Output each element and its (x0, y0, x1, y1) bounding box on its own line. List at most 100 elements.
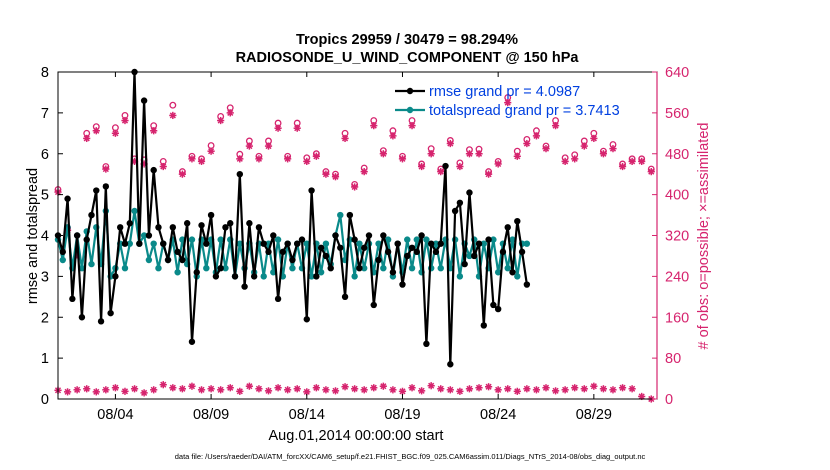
obs-low-point (446, 386, 454, 394)
obs-low-point-stroke (74, 386, 81, 393)
obs-assimilated-point-stroke (322, 171, 329, 178)
obs-assimilated-point-stroke (609, 145, 617, 152)
obs-assimilated-point (590, 134, 598, 143)
obs-low-point (255, 385, 263, 393)
obs-low-point (159, 381, 167, 389)
obs-assimilated-point-stroke (313, 153, 320, 160)
obs-assimilated-point (532, 132, 541, 140)
rmse-point (466, 189, 473, 196)
y-right-tick-label: 80 (665, 351, 681, 367)
legend-spread-marker (406, 106, 414, 114)
totalspread-point (509, 236, 516, 243)
y-right-tick-label: 400 (665, 188, 689, 204)
rmse-point (188, 338, 196, 345)
rmse-point (270, 232, 277, 239)
obs-assimilated-point-stroke (514, 153, 521, 160)
obs-low-point (284, 386, 292, 394)
totalspread-point (384, 236, 392, 243)
y-right-tick-label: 560 (665, 106, 689, 122)
rmse-point (145, 232, 153, 239)
obs-assimilated-point-stroke (562, 158, 569, 165)
rmse-point (518, 248, 526, 256)
obs-assimilated-point-stroke (380, 150, 387, 157)
rmse-point (250, 273, 258, 280)
obs-low-point-stroke (303, 388, 310, 395)
obs-assimilated-point (551, 122, 560, 130)
x-tick-label: 08/09 (193, 407, 229, 423)
obs-assimilated-point (513, 152, 521, 160)
rmse-point (102, 183, 110, 190)
obs-low-point (504, 385, 512, 393)
rmse-point (198, 222, 205, 229)
totalspread-point (351, 273, 358, 280)
y-right-tick-label: 640 (665, 65, 689, 81)
obs-assimilated-point-stroke (638, 158, 645, 165)
obs-assimilated-point (121, 116, 129, 125)
rmse-point (183, 220, 191, 227)
obs-assimilated-point-stroke (246, 143, 253, 150)
obs-assimilated-point (638, 157, 646, 166)
rmse-point (136, 240, 143, 247)
rmse-point (475, 240, 483, 247)
totalspread-point (188, 236, 196, 243)
rmse-point (485, 236, 492, 243)
obs-assimilated-point-stroke (332, 173, 339, 180)
obs-assimilated-point (255, 155, 263, 163)
rmse-point (413, 248, 421, 256)
totalspread-point (174, 269, 181, 276)
obs-low-point (322, 386, 330, 394)
obs-low-point (618, 384, 627, 392)
obs-count-markers (54, 94, 655, 403)
obs-low-point-stroke (227, 384, 234, 391)
obs-low-point-stroke (504, 385, 511, 392)
obs-assimilated-point (236, 155, 244, 163)
rmse-point (265, 248, 272, 256)
obs-low-point (465, 385, 474, 393)
legend-spread-label: totalspread grand pr = 3.7413 (429, 103, 620, 119)
chart-subtitle: RADIOSONDE_U_WIND_COMPONENT @ 150 hPa (236, 50, 580, 66)
rmse-point (327, 265, 334, 272)
obs-low-point-stroke (609, 386, 617, 393)
obs-assimilated-point-stroke (523, 140, 530, 147)
rmse-point (112, 273, 119, 280)
obs-assimilated-point (159, 162, 167, 171)
rmse-point (73, 232, 81, 239)
obs-assimilated-point (599, 150, 608, 158)
rmse-point (432, 248, 440, 256)
totalspread-point (423, 236, 430, 243)
obs-assimilated-point-stroke (590, 135, 597, 142)
rmse-point (365, 232, 373, 239)
totalspread-point (490, 236, 497, 243)
obs-assimilated-point-stroke (227, 109, 234, 116)
obs-low-point (379, 382, 387, 390)
rmse-point (322, 252, 330, 260)
rmse-point (155, 224, 162, 231)
rmse-point (193, 269, 200, 276)
rmse-point (423, 340, 430, 348)
obs-low-point (63, 388, 72, 396)
totalspread-point (375, 240, 382, 247)
obs-low-point-stroke (437, 385, 444, 392)
obs-assimilated-point (628, 157, 636, 166)
obs-low-point (169, 384, 177, 392)
obs-low-point-stroke (246, 383, 253, 390)
rmse-point (480, 322, 488, 329)
obs-low-point-stroke (265, 387, 272, 394)
obs-low-point (293, 385, 301, 393)
obs-assimilated-point-stroke (475, 150, 483, 157)
obs-low-point-stroke (208, 385, 215, 392)
obs-assimilated-point-stroke (179, 171, 186, 178)
rmse-point (69, 295, 76, 303)
rmse-point (389, 269, 397, 276)
obs-assimilated-point (398, 155, 407, 163)
obs-low-point (542, 384, 550, 392)
totalspread-point (437, 265, 444, 272)
obs-assimilated-point (408, 122, 416, 130)
obs-assimilated-point-stroke (303, 158, 310, 165)
obs-assimilated-point (293, 124, 301, 132)
rmse-point (337, 244, 344, 251)
obs-assimilated-point (150, 127, 158, 135)
obs-assimilated-point (312, 152, 320, 160)
rmse-point (351, 236, 358, 243)
obs-assimilated-point (542, 145, 550, 153)
